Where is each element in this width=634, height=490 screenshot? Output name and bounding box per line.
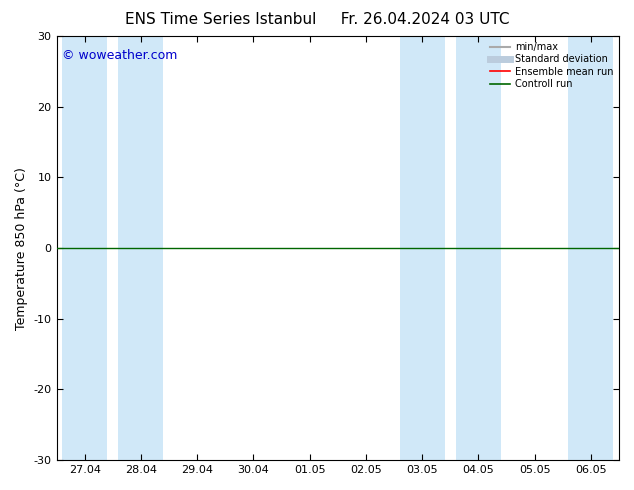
Bar	[456, 36, 501, 460]
Bar	[399, 36, 444, 460]
Bar	[62, 36, 107, 460]
Y-axis label: Temperature 850 hPa (°C): Temperature 850 hPa (°C)	[15, 167, 28, 330]
Bar	[119, 36, 164, 460]
Text: ENS Time Series Istanbul     Fr. 26.04.2024 03 UTC: ENS Time Series Istanbul Fr. 26.04.2024 …	[125, 12, 509, 27]
Legend: min/max, Standard deviation, Ensemble mean run, Controll run: min/max, Standard deviation, Ensemble me…	[486, 38, 617, 93]
Text: © woweather.com: © woweather.com	[62, 49, 178, 62]
Bar	[568, 36, 613, 460]
